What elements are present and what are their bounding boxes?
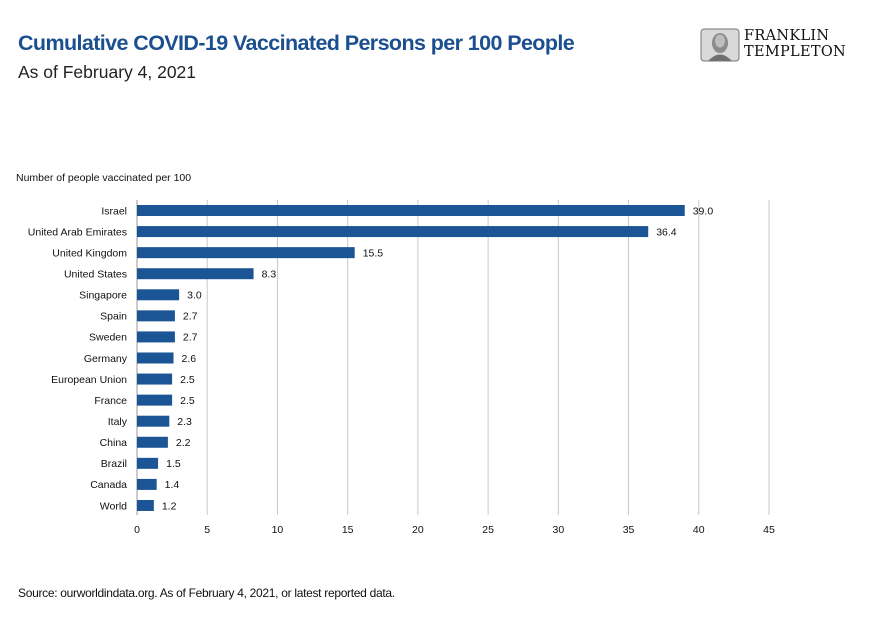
category-label-9: France xyxy=(94,395,127,407)
bar-13 xyxy=(137,478,157,490)
x-tick-label-6: 30 xyxy=(552,524,564,536)
chart-subtitle: As of February 4, 2021 xyxy=(18,62,197,82)
bar-2 xyxy=(137,247,355,259)
category-label-13: Canada xyxy=(90,479,127,491)
bar-10 xyxy=(137,415,170,427)
category-label-6: Sweden xyxy=(89,332,127,344)
bar-chart: Israel 39.0 United Arab Emirates 36.4 United… xyxy=(28,200,775,536)
value-label-11: 2.2 xyxy=(176,437,191,449)
bar-6 xyxy=(137,331,175,343)
category-label-3: United States xyxy=(64,269,127,281)
value-label-9: 2.5 xyxy=(180,395,195,407)
x-tick-label-2: 10 xyxy=(272,524,284,536)
bar-9 xyxy=(137,394,173,406)
bar-4 xyxy=(137,289,180,301)
category-label-4: Singapore xyxy=(79,290,127,302)
value-label-7: 2.6 xyxy=(182,353,197,365)
x-tick-label-4: 20 xyxy=(412,524,424,536)
chart-title: Cumulative COVID-19 Vaccinated Persons p… xyxy=(18,31,575,55)
x-tick-label-8: 40 xyxy=(693,524,705,536)
bar-0 xyxy=(137,205,685,216)
x-tick-label-5: 25 xyxy=(482,524,494,536)
logo-line-franklin: FRANKLIN xyxy=(744,28,830,44)
x-tick-label-1: 5 xyxy=(204,524,210,536)
value-label-12: 1.5 xyxy=(166,458,181,470)
franklin-portrait-seal-icon xyxy=(700,28,740,62)
category-label-7: Germany xyxy=(84,353,128,365)
value-label-2: 15.5 xyxy=(363,247,384,259)
category-label-12: Brazil xyxy=(101,458,127,470)
value-label-4: 3.0 xyxy=(187,290,202,302)
value-label-5: 2.7 xyxy=(183,311,198,323)
value-label-13: 1.4 xyxy=(165,479,180,491)
category-label-2: United Kingdom xyxy=(52,247,127,259)
x-tick-label-7: 35 xyxy=(623,524,635,536)
value-label-6: 2.7 xyxy=(183,332,198,344)
bar-11 xyxy=(137,436,168,448)
bar-5 xyxy=(137,310,175,322)
chart-axis-caption: Number of people vaccinated per 100 xyxy=(16,172,192,184)
bar-3 xyxy=(137,268,254,280)
bar-12 xyxy=(137,457,159,469)
category-label-11: China xyxy=(100,437,128,449)
bar-7 xyxy=(137,352,174,364)
bar-8 xyxy=(137,373,173,385)
value-label-0: 39.0 xyxy=(693,205,714,217)
bar-1 xyxy=(137,226,649,238)
x-tick-label-9: 45 xyxy=(763,524,775,536)
category-label-0: Israel xyxy=(101,205,127,217)
bar-14 xyxy=(137,499,154,511)
category-label-5: Spain xyxy=(100,311,127,323)
value-label-10: 2.3 xyxy=(177,416,192,428)
value-label-1: 36.4 xyxy=(656,226,677,238)
logo-line-templeton: TEMPLETON xyxy=(744,44,847,60)
franklin-templeton-logo: FRANKLIN TEMPLETON xyxy=(700,26,860,66)
category-label-1: United Arab Emirates xyxy=(28,226,127,238)
x-tick-label-3: 15 xyxy=(342,524,354,536)
value-label-14: 1.2 xyxy=(162,500,177,512)
category-label-14: World xyxy=(100,500,127,512)
x-tick-label-0: 0 xyxy=(134,524,140,536)
value-label-8: 2.5 xyxy=(180,374,195,386)
value-label-3: 8.3 xyxy=(262,269,277,281)
category-label-8: European Union xyxy=(51,374,127,386)
source-note: Source: ourworldindata.org. As of Februa… xyxy=(18,586,395,600)
category-label-10: Italy xyxy=(108,416,128,428)
